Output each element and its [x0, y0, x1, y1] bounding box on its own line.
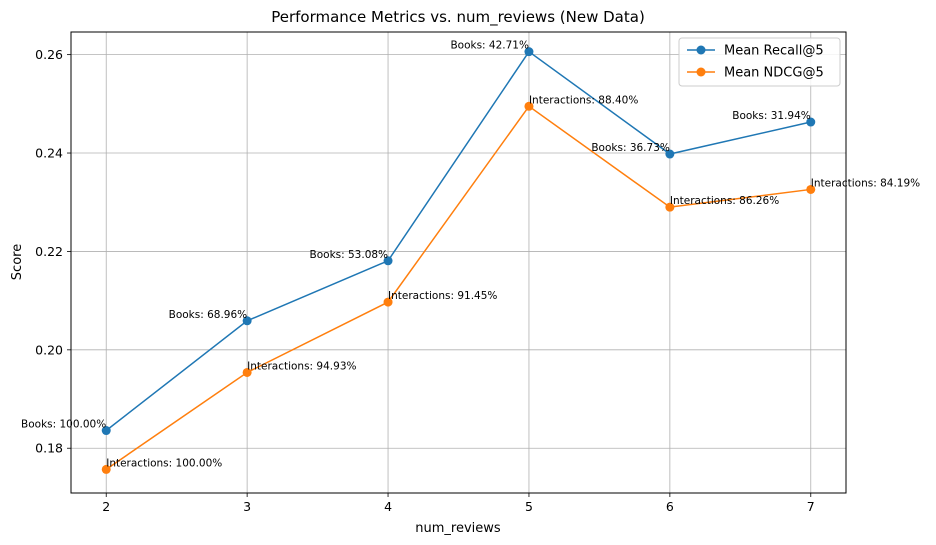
x-tick-label: 6 — [666, 499, 674, 514]
annotation-interactions: Interactions: 86.26% — [670, 195, 779, 207]
chart-title: Performance Metrics vs. num_reviews (New… — [271, 8, 645, 27]
data-point-ndcg — [383, 297, 393, 307]
data-point-ndcg — [806, 184, 816, 194]
y-tick-label: 0.18 — [35, 441, 63, 456]
data-point-ndcg — [665, 202, 675, 212]
x-tick-label: 7 — [807, 499, 815, 514]
annotation-interactions: Interactions: 84.19% — [811, 177, 920, 189]
annotation-books: Books: 68.96% — [169, 309, 248, 321]
data-point-ndcg — [524, 101, 534, 111]
annotation-books: Books: 42.71% — [450, 40, 529, 52]
series-line-ndcg — [105, 105, 811, 471]
data-point-recall — [101, 426, 111, 436]
legend-ndcg-marker — [696, 67, 706, 77]
data-point-recall — [524, 47, 534, 57]
legend-box — [678, 37, 841, 87]
annotation-interactions: Interactions: 88.40% — [529, 94, 638, 106]
x-tick-label: 2 — [102, 499, 110, 514]
data-point-ndcg — [101, 464, 111, 474]
data-point-ndcg — [242, 367, 252, 377]
legend-ndcg-label: Mean NDCG@5 — [724, 66, 824, 81]
y-tick-label: 0.26 — [35, 47, 63, 62]
series-layer — [101, 47, 816, 474]
y-axis-label: Score — [10, 244, 25, 280]
grid — [71, 32, 846, 493]
data-point-recall — [806, 117, 816, 127]
annotation-books: Books: 100.00% — [21, 419, 106, 431]
annotation-interactions: Interactions: 94.93% — [247, 360, 356, 372]
ticks: 2 3 4 5 6 7 0.18 0.20 0.22 0.24 0.26 — [35, 47, 815, 514]
data-point-recall — [242, 316, 252, 326]
legend-entry-recall: Mean Recall@5 — [687, 44, 824, 59]
x-tick-label: 3 — [243, 499, 251, 514]
x-tick-label: 4 — [384, 499, 392, 514]
annotation-interactions: Interactions: 91.45% — [388, 290, 497, 302]
annotation-books: Books: 53.08% — [310, 249, 389, 261]
y-tick-label: 0.22 — [35, 244, 63, 259]
annotations: Books: 100.00% Books: 68.96% Books: 53.08%… — [21, 40, 920, 470]
legend-recall-marker — [696, 45, 706, 55]
y-tick-label: 0.20 — [35, 342, 63, 357]
data-point-recall — [665, 149, 675, 159]
y-tick-label: 0.24 — [35, 146, 63, 161]
data-point-recall — [383, 256, 393, 266]
x-tick-label: 5 — [525, 499, 533, 514]
legend-recall-label: Mean Recall@5 — [724, 44, 824, 59]
x-axis-label: num_reviews — [415, 521, 501, 536]
legend: Mean Recall@5 Mean NDCG@5 — [678, 37, 841, 87]
annotation-books: Books: 31.94% — [732, 110, 811, 122]
annotation-interactions: Interactions: 100.00% — [106, 457, 222, 469]
series-line-recall — [105, 50, 811, 432]
annotation-books: Books: 36.73% — [591, 142, 670, 154]
legend-entry-ndcg: Mean NDCG@5 — [687, 66, 824, 81]
plot-frame — [70, 31, 847, 494]
